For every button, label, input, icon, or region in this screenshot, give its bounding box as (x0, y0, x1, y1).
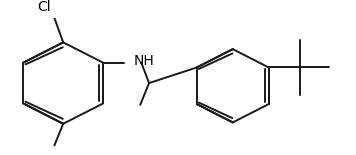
Text: NH: NH (133, 54, 154, 68)
Text: Cl: Cl (37, 0, 51, 14)
